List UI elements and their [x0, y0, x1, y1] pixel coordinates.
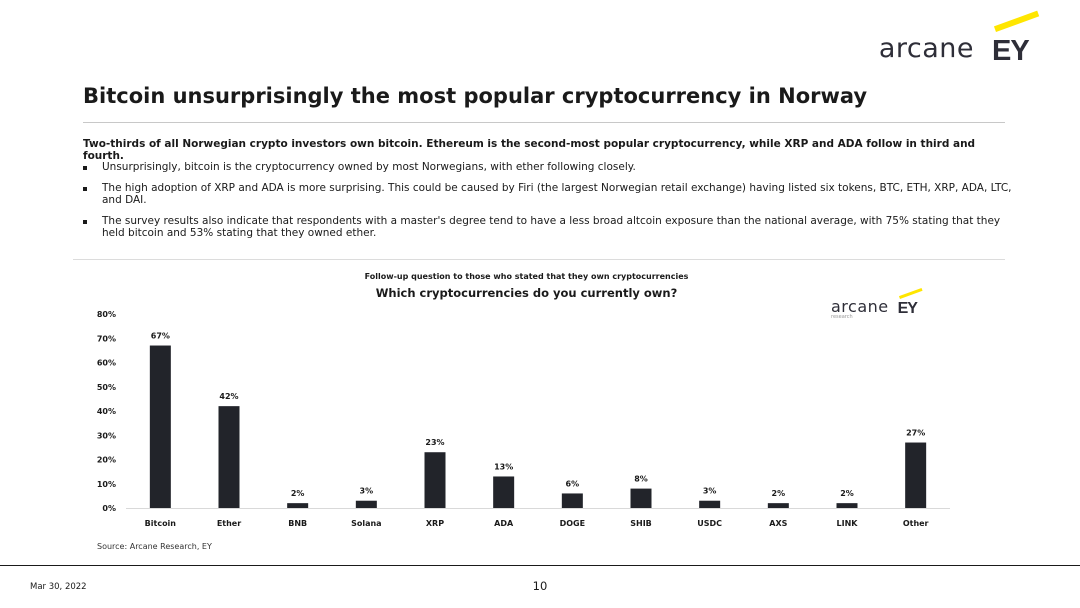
data-label: 2% [291, 489, 305, 498]
x-tick-label: ADA [494, 519, 514, 528]
bar-bnb [287, 503, 309, 508]
footer-divider [0, 565, 1080, 566]
data-label: 2% [772, 489, 786, 498]
bar-usdc [699, 500, 721, 508]
x-tick-label: BNB [288, 519, 307, 528]
y-tick-label: 10% [97, 480, 116, 489]
x-tick-label: Other [903, 519, 929, 528]
x-tick-label: USDC [697, 519, 722, 528]
x-tick-label: DOGE [560, 519, 585, 528]
data-label: 6% [566, 479, 580, 488]
chart-source: Source: Arcane Research, EY [97, 542, 212, 551]
bar-link [836, 503, 858, 508]
data-label: 42% [219, 392, 238, 401]
y-tick-label: 60% [97, 359, 116, 368]
data-label: 27% [906, 429, 925, 438]
arcane-ey-logo: arcane EY [878, 10, 1040, 67]
bar-ether [218, 406, 240, 508]
chart-logo-text: arcane [831, 297, 889, 316]
bar-xrp [424, 452, 446, 508]
page-title: Bitcoin unsurprisingly the most popular … [83, 84, 868, 108]
chart-ey-logo-icon: EY [897, 287, 924, 317]
x-tick-label: Bitcoin [145, 519, 177, 528]
chart-title: Which cryptocurrencies do you currently … [375, 286, 678, 300]
y-tick-label: 40% [97, 407, 116, 416]
lead-paragraph: Two-thirds of all Norwegian crypto inves… [83, 138, 976, 162]
x-tick-label: XRP [426, 519, 444, 528]
y-tick-label: 80% [97, 310, 116, 319]
bullet-item: Unsurprisingly, bitcoin is the cryptocur… [83, 161, 1013, 174]
y-tick-label: 50% [97, 383, 116, 392]
x-tick-label: Solana [351, 519, 382, 528]
bar-axs [767, 503, 789, 508]
data-label: 13% [494, 462, 513, 471]
x-tick-label: AXS [769, 519, 787, 528]
bullet-item: The high adoption of XRP and ADA is more… [83, 182, 1013, 207]
data-label: 67% [151, 332, 170, 341]
bar-shib [630, 488, 652, 508]
y-tick-label: 0% [102, 504, 116, 513]
bullet-item: The survey results also indicate that re… [83, 215, 1013, 240]
footer-date: Mar 30, 2022 [30, 582, 87, 592]
x-tick-label: LINK [837, 519, 859, 528]
y-tick-label: 70% [97, 334, 116, 343]
bullet-list: Unsurprisingly, bitcoin is the cryptocur… [83, 161, 1013, 248]
title-divider [83, 122, 1005, 123]
chart-logo: arcane EY [831, 287, 924, 317]
x-tick-label: Ether [217, 519, 241, 528]
y-tick-label: 30% [97, 431, 116, 440]
bar-other [905, 442, 927, 508]
arcane-logo-text: arcane [878, 33, 974, 64]
y-tick-label: 20% [97, 456, 116, 465]
data-label: 23% [425, 438, 444, 447]
ey-logo-text: EY [992, 35, 1030, 67]
chart-subtitle: Follow-up question to those who stated t… [364, 272, 689, 281]
text-divider [73, 259, 1005, 260]
data-label: 8% [634, 475, 648, 484]
bar-bitcoin [149, 345, 171, 508]
bar-doge [561, 493, 583, 508]
bar-solana [355, 500, 377, 508]
chart-ey-logo-text: EY [897, 300, 918, 317]
data-label: 2% [840, 489, 854, 498]
bar-ada [493, 476, 515, 508]
data-label: 3% [703, 487, 717, 496]
chart-logo-subtext: research [831, 314, 853, 320]
data-label: 3% [360, 487, 374, 496]
page-number: 10 [532, 579, 548, 593]
ey-logo-icon: EY [992, 10, 1040, 67]
x-tick-label: SHIB [630, 519, 652, 528]
